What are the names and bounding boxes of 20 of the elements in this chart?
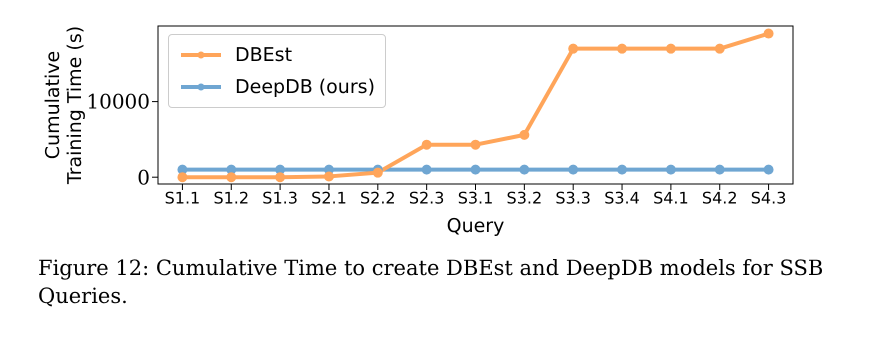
x-tick-label: S3.3 [555, 188, 591, 208]
y-tick-label: 10000 [86, 90, 150, 114]
x-tick-label: S3.1 [458, 188, 494, 208]
x-tick-label: S1.3 [262, 188, 298, 208]
x-tick-label: S1.1 [164, 188, 200, 208]
x-tick-label: S3.2 [506, 188, 542, 208]
x-axis-title: Query [446, 215, 504, 237]
x-tick-label: S1.2 [213, 188, 250, 208]
x-tick-label: S2.1 [311, 188, 347, 208]
y-tick-label: 0 [137, 165, 150, 190]
x-tick-label: S2.3 [408, 188, 444, 208]
x-tick-label: S4.3 [750, 188, 786, 208]
x-tick-label: S2.2 [360, 188, 396, 208]
x-tick-label: S3.4 [604, 188, 640, 208]
x-tick-label: S4.1 [653, 188, 689, 208]
legend-label: DeepDB (ours) [235, 76, 375, 98]
caption: Figure 12: Cumulative Time to create DBEst and DeepDB models for SSB Queries. [38, 255, 824, 310]
x-tick-label: S4.2 [702, 188, 738, 208]
y-axis-title: Cumulative Training Time (s) [42, 26, 86, 186]
legend-label: DBEst [235, 44, 292, 66]
